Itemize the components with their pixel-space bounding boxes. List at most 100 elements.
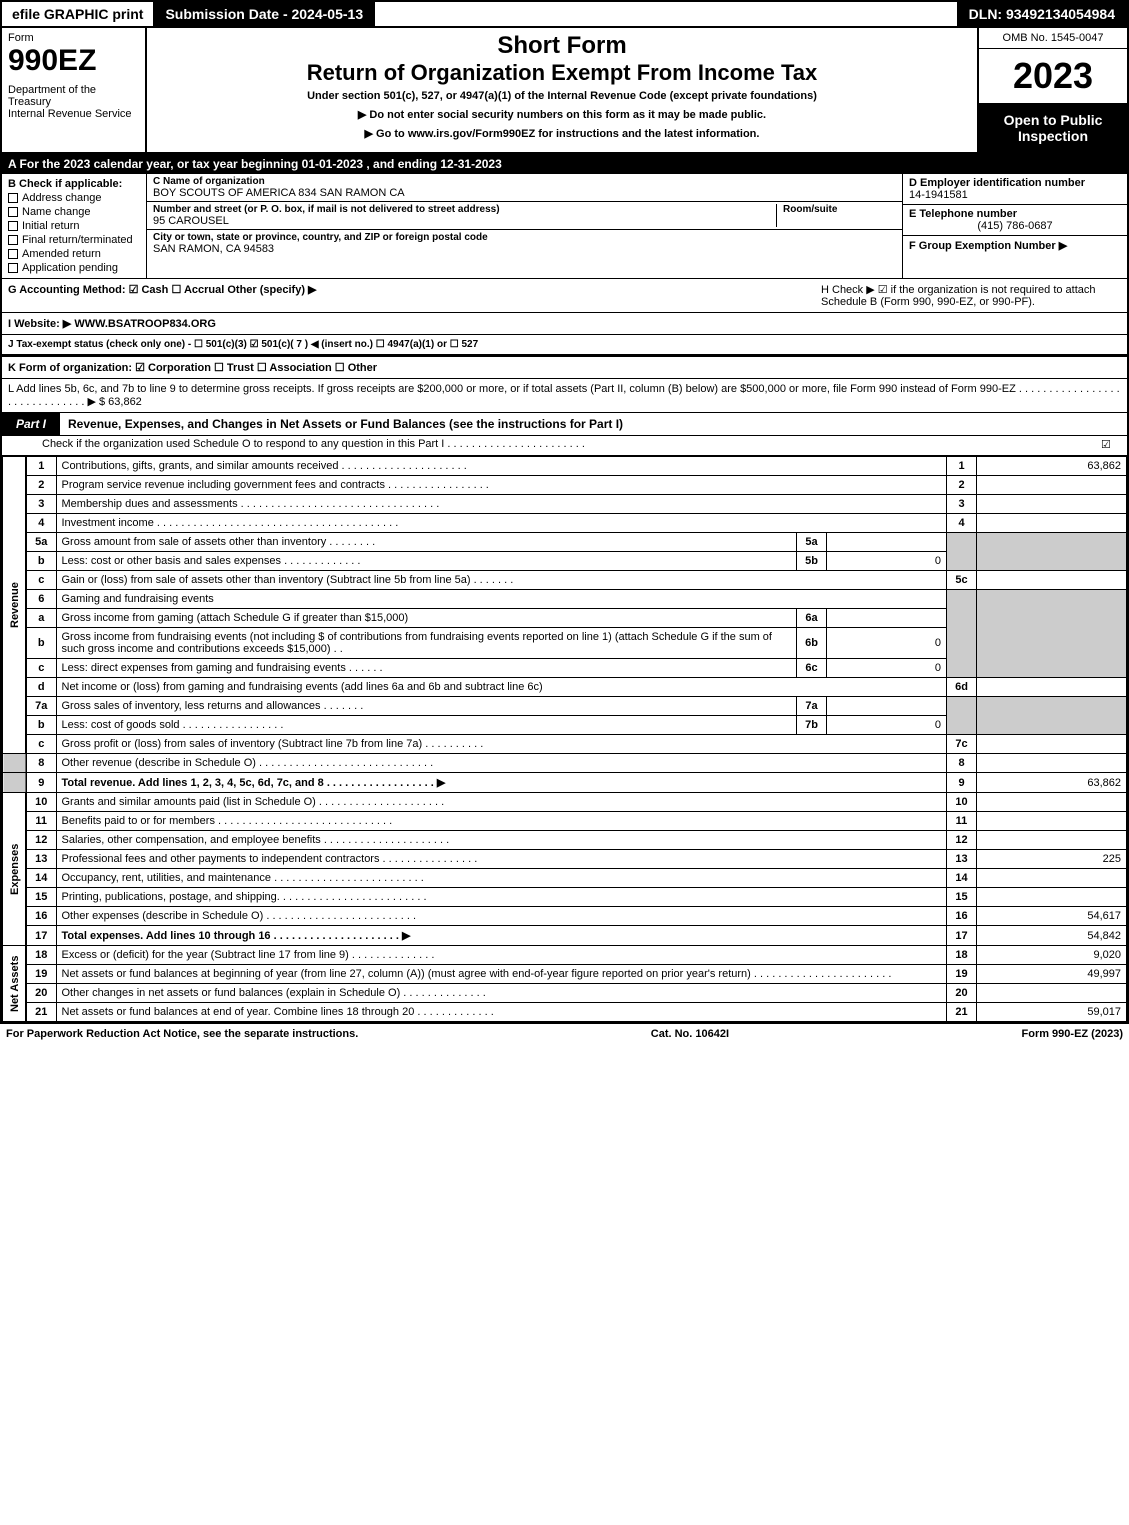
line-10-desc: Grants and similar amounts paid (list in… bbox=[56, 793, 947, 812]
efile-label[interactable]: efile GRAPHIC print bbox=[2, 2, 153, 26]
line-6a-subamt bbox=[827, 609, 947, 628]
line-7a-subamt bbox=[827, 697, 947, 716]
form-title: Return of Organization Exempt From Incom… bbox=[155, 60, 969, 86]
line-7b-subamt: 0 bbox=[827, 716, 947, 735]
footer-left: For Paperwork Reduction Act Notice, see … bbox=[6, 1028, 358, 1040]
line-5b-subamt: 0 bbox=[827, 552, 947, 571]
line-20-num: 20 bbox=[26, 984, 56, 1003]
ein-value: 14-1941581 bbox=[909, 189, 1121, 201]
line-2-num: 2 bbox=[26, 476, 56, 495]
checkbox-name-change[interactable]: Name change bbox=[8, 206, 140, 218]
line-11-num: 11 bbox=[26, 812, 56, 831]
checkbox-address-change[interactable]: Address change bbox=[8, 192, 140, 204]
line-4-num: 4 bbox=[26, 514, 56, 533]
department-label: Department of the Treasury Internal Reve… bbox=[8, 84, 139, 120]
line-7b-sub: 7b bbox=[797, 716, 827, 735]
top-bar: efile GRAPHIC print Submission Date - 20… bbox=[2, 2, 1127, 28]
schedule-o-checkbox[interactable]: ☑ bbox=[1101, 438, 1121, 451]
section-i-website[interactable]: I Website: ▶ WWW.BSATROOP834.ORG bbox=[8, 317, 1121, 330]
line-6c-desc: Less: direct expenses from gaming and fu… bbox=[56, 659, 797, 678]
part-i-schedule-o-check: Check if the organization used Schedule … bbox=[2, 436, 1127, 456]
line-6b-desc: Gross income from fundraising events (no… bbox=[56, 628, 797, 659]
line-21-amount: 59,017 bbox=[977, 1003, 1127, 1022]
line-7c-amount bbox=[977, 735, 1127, 754]
line-11-ref: 11 bbox=[947, 812, 977, 831]
line-13-amount: 225 bbox=[977, 850, 1127, 869]
line-6c-num: c bbox=[26, 659, 56, 678]
line-5b-num: b bbox=[26, 552, 56, 571]
line-11-desc: Benefits paid to or for members . . . . … bbox=[56, 812, 947, 831]
line-19-ref: 19 bbox=[947, 965, 977, 984]
page-footer: For Paperwork Reduction Act Notice, see … bbox=[0, 1024, 1129, 1044]
line-7b-num: b bbox=[26, 716, 56, 735]
line-1-ref: 1 bbox=[947, 457, 977, 476]
line-5a-subamt bbox=[827, 533, 947, 552]
line-6b-sub: 6b bbox=[797, 628, 827, 659]
line-7-shade-amt bbox=[977, 697, 1127, 735]
line-6d-ref: 6d bbox=[947, 678, 977, 697]
line-17-ref: 17 bbox=[947, 926, 977, 946]
line-7-shade bbox=[947, 697, 977, 735]
line-6c-subamt: 0 bbox=[827, 659, 947, 678]
omb-number: OMB No. 1545-0047 bbox=[979, 28, 1127, 49]
line-5a-num: 5a bbox=[26, 533, 56, 552]
room-suite-label: Room/suite bbox=[783, 204, 896, 215]
line-20-desc: Other changes in net assets or fund bala… bbox=[56, 984, 947, 1003]
line-5c-desc: Gain or (loss) from sale of assets other… bbox=[56, 571, 947, 590]
line-6-desc: Gaming and fundraising events bbox=[56, 590, 947, 609]
part-i-header: Part I Revenue, Expenses, and Changes in… bbox=[2, 413, 1127, 436]
line-15-amount bbox=[977, 888, 1127, 907]
line-5a-sub: 5a bbox=[797, 533, 827, 552]
line-7a-desc: Gross sales of inventory, less returns a… bbox=[56, 697, 797, 716]
address-value: 95 CAROUSEL bbox=[153, 215, 776, 227]
line-4-amount bbox=[977, 514, 1127, 533]
checkbox-initial-return[interactable]: Initial return bbox=[8, 220, 140, 232]
instructions-link[interactable]: ▶ Go to www.irs.gov/Form990EZ for instru… bbox=[155, 127, 969, 140]
line-7c-desc: Gross profit or (loss) from sales of inv… bbox=[56, 735, 947, 754]
part-i-title: Revenue, Expenses, and Changes in Net As… bbox=[60, 413, 1127, 435]
part-i-table: Revenue 1 Contributions, gifts, grants, … bbox=[2, 456, 1127, 1022]
line-7a-sub: 7a bbox=[797, 697, 827, 716]
line-6a-desc: Gross income from gaming (attach Schedul… bbox=[56, 609, 797, 628]
line-5c-num: c bbox=[26, 571, 56, 590]
org-name-label: C Name of organization bbox=[153, 176, 896, 187]
line-6-shade bbox=[947, 590, 977, 678]
line-3-ref: 3 bbox=[947, 495, 977, 514]
line-6b-subamt: 0 bbox=[827, 628, 947, 659]
line-5a-desc: Gross amount from sale of assets other t… bbox=[56, 533, 797, 552]
line-1-desc: Contributions, gifts, grants, and simila… bbox=[56, 457, 947, 476]
line-10-amount bbox=[977, 793, 1127, 812]
line-11-amount bbox=[977, 812, 1127, 831]
line-17-desc: Total expenses. Add lines 10 through 16 … bbox=[56, 926, 947, 946]
line-15-ref: 15 bbox=[947, 888, 977, 907]
line-5-shade-amt bbox=[977, 533, 1127, 571]
checkbox-amended-return[interactable]: Amended return bbox=[8, 248, 140, 260]
form-subtitle: Under section 501(c), 527, or 4947(a)(1)… bbox=[155, 90, 969, 102]
submission-date: Submission Date - 2024-05-13 bbox=[153, 2, 375, 26]
line-3-num: 3 bbox=[26, 495, 56, 514]
line-10-num: 10 bbox=[26, 793, 56, 812]
line-2-desc: Program service revenue including govern… bbox=[56, 476, 947, 495]
line-5c-ref: 5c bbox=[947, 571, 977, 590]
line-21-num: 21 bbox=[26, 1003, 56, 1022]
line-19-desc: Net assets or fund balances at beginning… bbox=[56, 965, 947, 984]
line-12-ref: 12 bbox=[947, 831, 977, 850]
group-exemption-label: F Group Exemption Number ▶ bbox=[909, 239, 1121, 252]
line-15-desc: Printing, publications, postage, and shi… bbox=[56, 888, 947, 907]
line-8-desc: Other revenue (describe in Schedule O) .… bbox=[56, 754, 947, 773]
line-6b-num: b bbox=[26, 628, 56, 659]
checkbox-application-pending[interactable]: Application pending bbox=[8, 262, 140, 274]
phone-label: E Telephone number bbox=[909, 208, 1121, 220]
line-6a-num: a bbox=[26, 609, 56, 628]
expenses-side-label: Expenses bbox=[3, 793, 27, 946]
line-6-num: 6 bbox=[26, 590, 56, 609]
ssn-warning: ▶ Do not enter social security numbers o… bbox=[155, 108, 969, 121]
line-18-amount: 9,020 bbox=[977, 946, 1127, 965]
line-6-shade-amt bbox=[977, 590, 1127, 678]
line-15-num: 15 bbox=[26, 888, 56, 907]
gross-receipts-amount: $ 63,862 bbox=[99, 396, 142, 408]
checkbox-final-return[interactable]: Final return/terminated bbox=[8, 234, 140, 246]
section-a-calendar-year: A For the 2023 calendar year, or tax yea… bbox=[2, 154, 1127, 174]
tax-year: 2023 bbox=[979, 49, 1127, 104]
form-header: Form 990EZ Department of the Treasury In… bbox=[2, 28, 1127, 154]
